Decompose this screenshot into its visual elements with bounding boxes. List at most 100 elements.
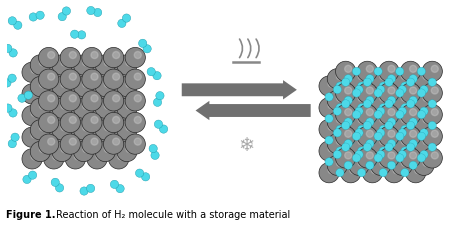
- Circle shape: [328, 80, 335, 87]
- Circle shape: [53, 110, 60, 117]
- Circle shape: [336, 61, 356, 81]
- Circle shape: [422, 83, 442, 103]
- Circle shape: [325, 115, 333, 123]
- Circle shape: [73, 141, 94, 162]
- Circle shape: [371, 145, 378, 152]
- Circle shape: [376, 107, 385, 115]
- Circle shape: [428, 121, 437, 130]
- Circle shape: [82, 134, 102, 154]
- Circle shape: [52, 76, 72, 97]
- Circle shape: [410, 109, 417, 116]
- Circle shape: [345, 130, 352, 137]
- Circle shape: [411, 136, 420, 144]
- Circle shape: [88, 10, 96, 18]
- Circle shape: [126, 124, 133, 131]
- Circle shape: [396, 89, 404, 97]
- Circle shape: [104, 145, 111, 153]
- Circle shape: [355, 86, 363, 94]
- Circle shape: [423, 159, 430, 166]
- Circle shape: [336, 105, 356, 125]
- Circle shape: [428, 100, 437, 108]
- Circle shape: [325, 136, 333, 144]
- Circle shape: [51, 184, 59, 192]
- Circle shape: [82, 47, 102, 68]
- FancyArrow shape: [182, 80, 297, 99]
- Circle shape: [126, 59, 133, 66]
- Circle shape: [39, 124, 46, 131]
- Circle shape: [379, 105, 399, 125]
- Circle shape: [30, 141, 51, 162]
- Circle shape: [342, 100, 350, 108]
- Circle shape: [344, 161, 352, 169]
- Circle shape: [61, 81, 68, 88]
- Circle shape: [155, 120, 163, 128]
- Circle shape: [417, 154, 426, 162]
- Circle shape: [74, 110, 82, 117]
- Circle shape: [39, 81, 46, 88]
- Circle shape: [110, 181, 118, 189]
- Circle shape: [380, 116, 387, 123]
- Circle shape: [3, 108, 11, 116]
- Circle shape: [396, 154, 404, 162]
- Circle shape: [328, 166, 335, 174]
- Circle shape: [374, 110, 382, 119]
- Circle shape: [401, 105, 421, 125]
- Circle shape: [327, 155, 347, 176]
- Circle shape: [103, 47, 124, 68]
- Circle shape: [393, 102, 400, 109]
- Circle shape: [384, 141, 404, 161]
- Circle shape: [366, 65, 374, 72]
- Circle shape: [134, 73, 141, 80]
- Circle shape: [337, 73, 344, 80]
- Circle shape: [65, 106, 85, 126]
- Circle shape: [96, 88, 103, 95]
- Circle shape: [134, 116, 141, 124]
- Circle shape: [363, 100, 372, 108]
- Circle shape: [24, 94, 32, 102]
- Circle shape: [60, 91, 81, 111]
- Circle shape: [148, 145, 156, 153]
- Circle shape: [22, 149, 42, 169]
- Circle shape: [352, 132, 361, 140]
- Circle shape: [333, 86, 342, 94]
- Circle shape: [406, 162, 426, 183]
- Circle shape: [337, 116, 344, 123]
- Circle shape: [392, 155, 412, 176]
- Circle shape: [82, 145, 90, 153]
- Circle shape: [87, 186, 95, 194]
- Circle shape: [350, 102, 357, 109]
- Text: Figure 1.: Figure 1.: [6, 211, 55, 220]
- Circle shape: [358, 73, 365, 80]
- Circle shape: [366, 161, 374, 169]
- Circle shape: [349, 133, 369, 154]
- Circle shape: [368, 158, 376, 166]
- Circle shape: [5, 50, 14, 58]
- Circle shape: [95, 120, 116, 140]
- Circle shape: [357, 126, 377, 146]
- Circle shape: [393, 166, 400, 174]
- Circle shape: [125, 47, 146, 68]
- Circle shape: [53, 66, 60, 73]
- Circle shape: [411, 93, 420, 101]
- Circle shape: [44, 106, 64, 126]
- Circle shape: [417, 89, 426, 97]
- Circle shape: [327, 133, 347, 154]
- Circle shape: [104, 124, 111, 131]
- Circle shape: [401, 148, 421, 168]
- Circle shape: [22, 84, 42, 104]
- Circle shape: [148, 73, 157, 81]
- Circle shape: [117, 184, 125, 192]
- Circle shape: [393, 145, 400, 152]
- Circle shape: [366, 152, 374, 159]
- Circle shape: [87, 149, 107, 169]
- Circle shape: [52, 120, 72, 140]
- Circle shape: [22, 106, 42, 126]
- Circle shape: [368, 93, 376, 101]
- Circle shape: [401, 147, 409, 155]
- Circle shape: [38, 69, 59, 89]
- Circle shape: [104, 59, 111, 66]
- Circle shape: [118, 131, 125, 138]
- Circle shape: [31, 131, 38, 138]
- Circle shape: [113, 138, 119, 145]
- Circle shape: [125, 134, 146, 154]
